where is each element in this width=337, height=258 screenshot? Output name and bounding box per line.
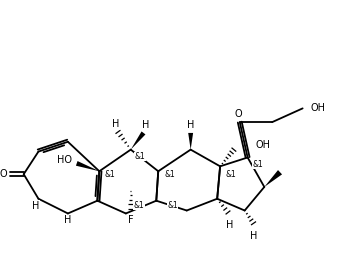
Text: &1: &1 <box>104 170 115 179</box>
Text: H: H <box>112 119 120 129</box>
Text: OH: OH <box>310 103 326 113</box>
Text: O: O <box>0 169 7 179</box>
Text: H: H <box>64 215 71 225</box>
Text: H: H <box>187 120 194 130</box>
Text: &1: &1 <box>225 170 236 179</box>
Text: &1: &1 <box>134 201 145 210</box>
Text: H: H <box>142 120 149 130</box>
Text: &1: &1 <box>135 152 146 161</box>
Text: &1: &1 <box>167 201 178 210</box>
Text: H: H <box>226 220 234 230</box>
Polygon shape <box>76 161 99 171</box>
Text: &1: &1 <box>164 170 175 179</box>
Text: F: F <box>128 215 133 225</box>
Text: H: H <box>250 231 257 241</box>
Polygon shape <box>188 133 193 150</box>
Text: HO: HO <box>57 155 72 165</box>
Polygon shape <box>264 170 282 187</box>
Text: H: H <box>32 201 39 211</box>
Polygon shape <box>131 131 146 150</box>
Text: &1: &1 <box>252 160 263 169</box>
Text: O: O <box>235 109 243 119</box>
Text: OH: OH <box>255 140 271 150</box>
